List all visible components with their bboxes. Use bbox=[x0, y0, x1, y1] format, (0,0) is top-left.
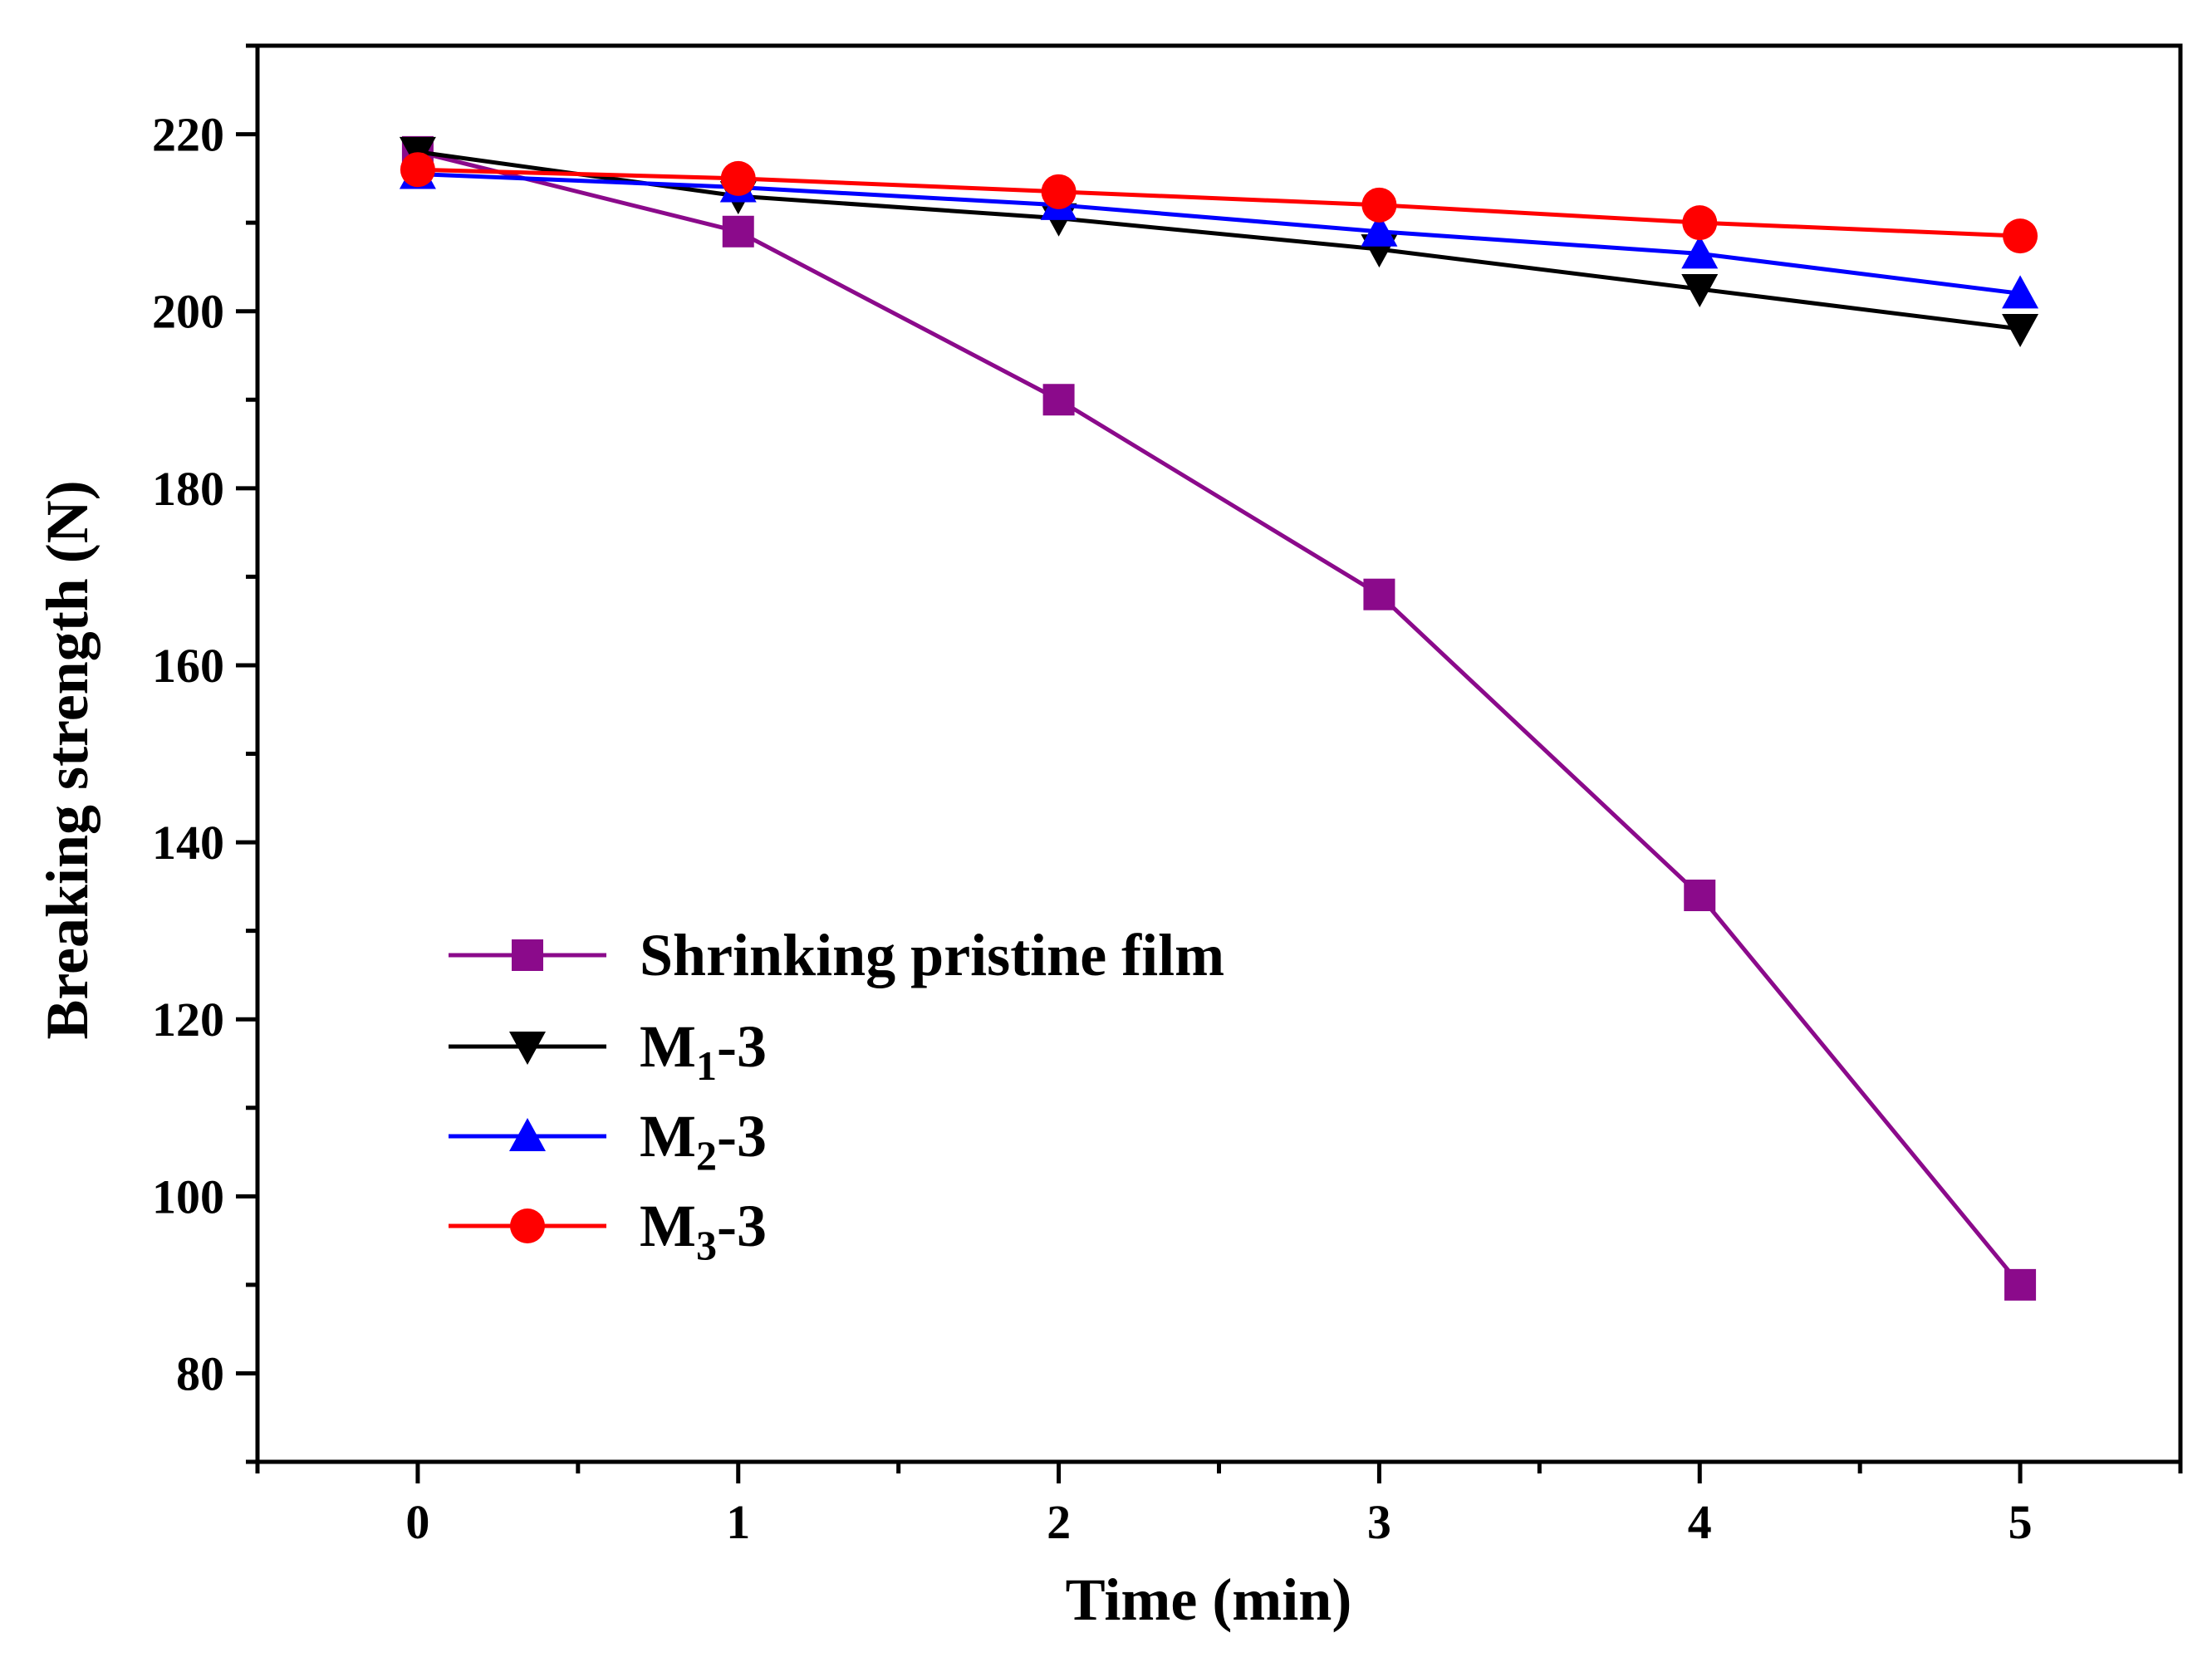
data-point-m3-3 bbox=[2003, 218, 2038, 254]
series-line-m2-3 bbox=[417, 172, 2021, 296]
x-tick-label: 0 bbox=[405, 1495, 429, 1549]
y-axis-title: Breaking strength (N) bbox=[34, 480, 101, 1039]
x-axis-title: Time (min) bbox=[1066, 1566, 1352, 1633]
legend-label: M2-3 bbox=[640, 1103, 767, 1179]
legend-marker bbox=[509, 1032, 546, 1065]
legend-label-main: M bbox=[640, 1193, 696, 1259]
legend-marker bbox=[509, 1118, 546, 1151]
legend-marker bbox=[510, 1209, 545, 1243]
series-line-m1-3 bbox=[417, 150, 2021, 331]
y-tick-label: 140 bbox=[152, 816, 224, 870]
legend-label-subscript: 1 bbox=[696, 1042, 717, 1089]
legend-item-m1-3: M1-3 bbox=[449, 1013, 767, 1089]
data-point-m3-3 bbox=[1041, 174, 1077, 209]
y-tick-label: 120 bbox=[152, 993, 224, 1047]
legend-item-m2-3: M2-3 bbox=[449, 1103, 767, 1179]
axis-ticks: 0 1 2 3 4 5 80 100 120 140 160 180 200 220 bbox=[152, 43, 2183, 1549]
x-tick-label: 2 bbox=[1047, 1495, 1071, 1549]
data-point-m2-3 bbox=[2002, 275, 2039, 309]
x-tick-label: 4 bbox=[1688, 1495, 1712, 1549]
data-point-shrinking-pristine-film bbox=[1042, 384, 1075, 416]
data-point-m2-3 bbox=[1361, 213, 1398, 247]
data-point-shrinking-pristine-film bbox=[722, 215, 754, 248]
data-point-m1-3 bbox=[1681, 274, 1719, 308]
plot-frame bbox=[255, 43, 2183, 1464]
data-point-m3-3 bbox=[720, 160, 756, 196]
data-point-m2-3 bbox=[1681, 235, 1719, 269]
data-point-shrinking-pristine-film bbox=[2004, 1268, 2037, 1301]
legend-label: M3-3 bbox=[640, 1193, 767, 1268]
legend-label-main: Shrinking pristine film bbox=[640, 922, 1224, 988]
legend-item-shrinking-pristine-film: Shrinking pristine film bbox=[449, 922, 1224, 988]
legend-item-m3-3: M3-3 bbox=[449, 1193, 767, 1268]
x-tick-label: 1 bbox=[726, 1495, 750, 1549]
data-point-m3-3 bbox=[400, 152, 435, 188]
y-tick-label: 220 bbox=[152, 108, 224, 162]
y-tick-label: 160 bbox=[152, 639, 224, 693]
legend-label-subscript: 3 bbox=[696, 1222, 717, 1268]
series-line-shrinking-pristine-film bbox=[417, 150, 2023, 1287]
legend-label-suffix: -3 bbox=[717, 1193, 767, 1259]
legend-label-suffix: -3 bbox=[717, 1013, 767, 1080]
series-group bbox=[399, 135, 2039, 1301]
data-point-m3-3 bbox=[1361, 187, 1397, 223]
legend-marker bbox=[512, 939, 543, 971]
legend-label-subscript: 2 bbox=[696, 1132, 717, 1179]
legend-label: Shrinking pristine film bbox=[640, 922, 1224, 988]
series-line-m3-3 bbox=[417, 167, 2021, 238]
data-point-shrinking-pristine-film bbox=[1363, 578, 1395, 610]
x-tick-label: 3 bbox=[1367, 1495, 1391, 1549]
legend-label-main: M bbox=[640, 1013, 696, 1080]
legend-label-suffix: -3 bbox=[717, 1103, 767, 1169]
legend-label-main: M bbox=[640, 1103, 696, 1169]
x-tick-label: 5 bbox=[2008, 1495, 2033, 1549]
legend-label: M1-3 bbox=[640, 1013, 767, 1089]
y-tick-label: 80 bbox=[176, 1346, 224, 1400]
y-tick-label: 100 bbox=[152, 1169, 224, 1223]
data-point-shrinking-pristine-film bbox=[1684, 880, 1716, 911]
series-m3-3 bbox=[400, 152, 2038, 254]
series-m1-3 bbox=[399, 136, 2039, 347]
data-point-m3-3 bbox=[1682, 205, 1718, 241]
y-tick-label: 200 bbox=[152, 285, 224, 339]
y-tick-label: 180 bbox=[152, 462, 224, 516]
data-point-m1-3 bbox=[2002, 314, 2039, 347]
